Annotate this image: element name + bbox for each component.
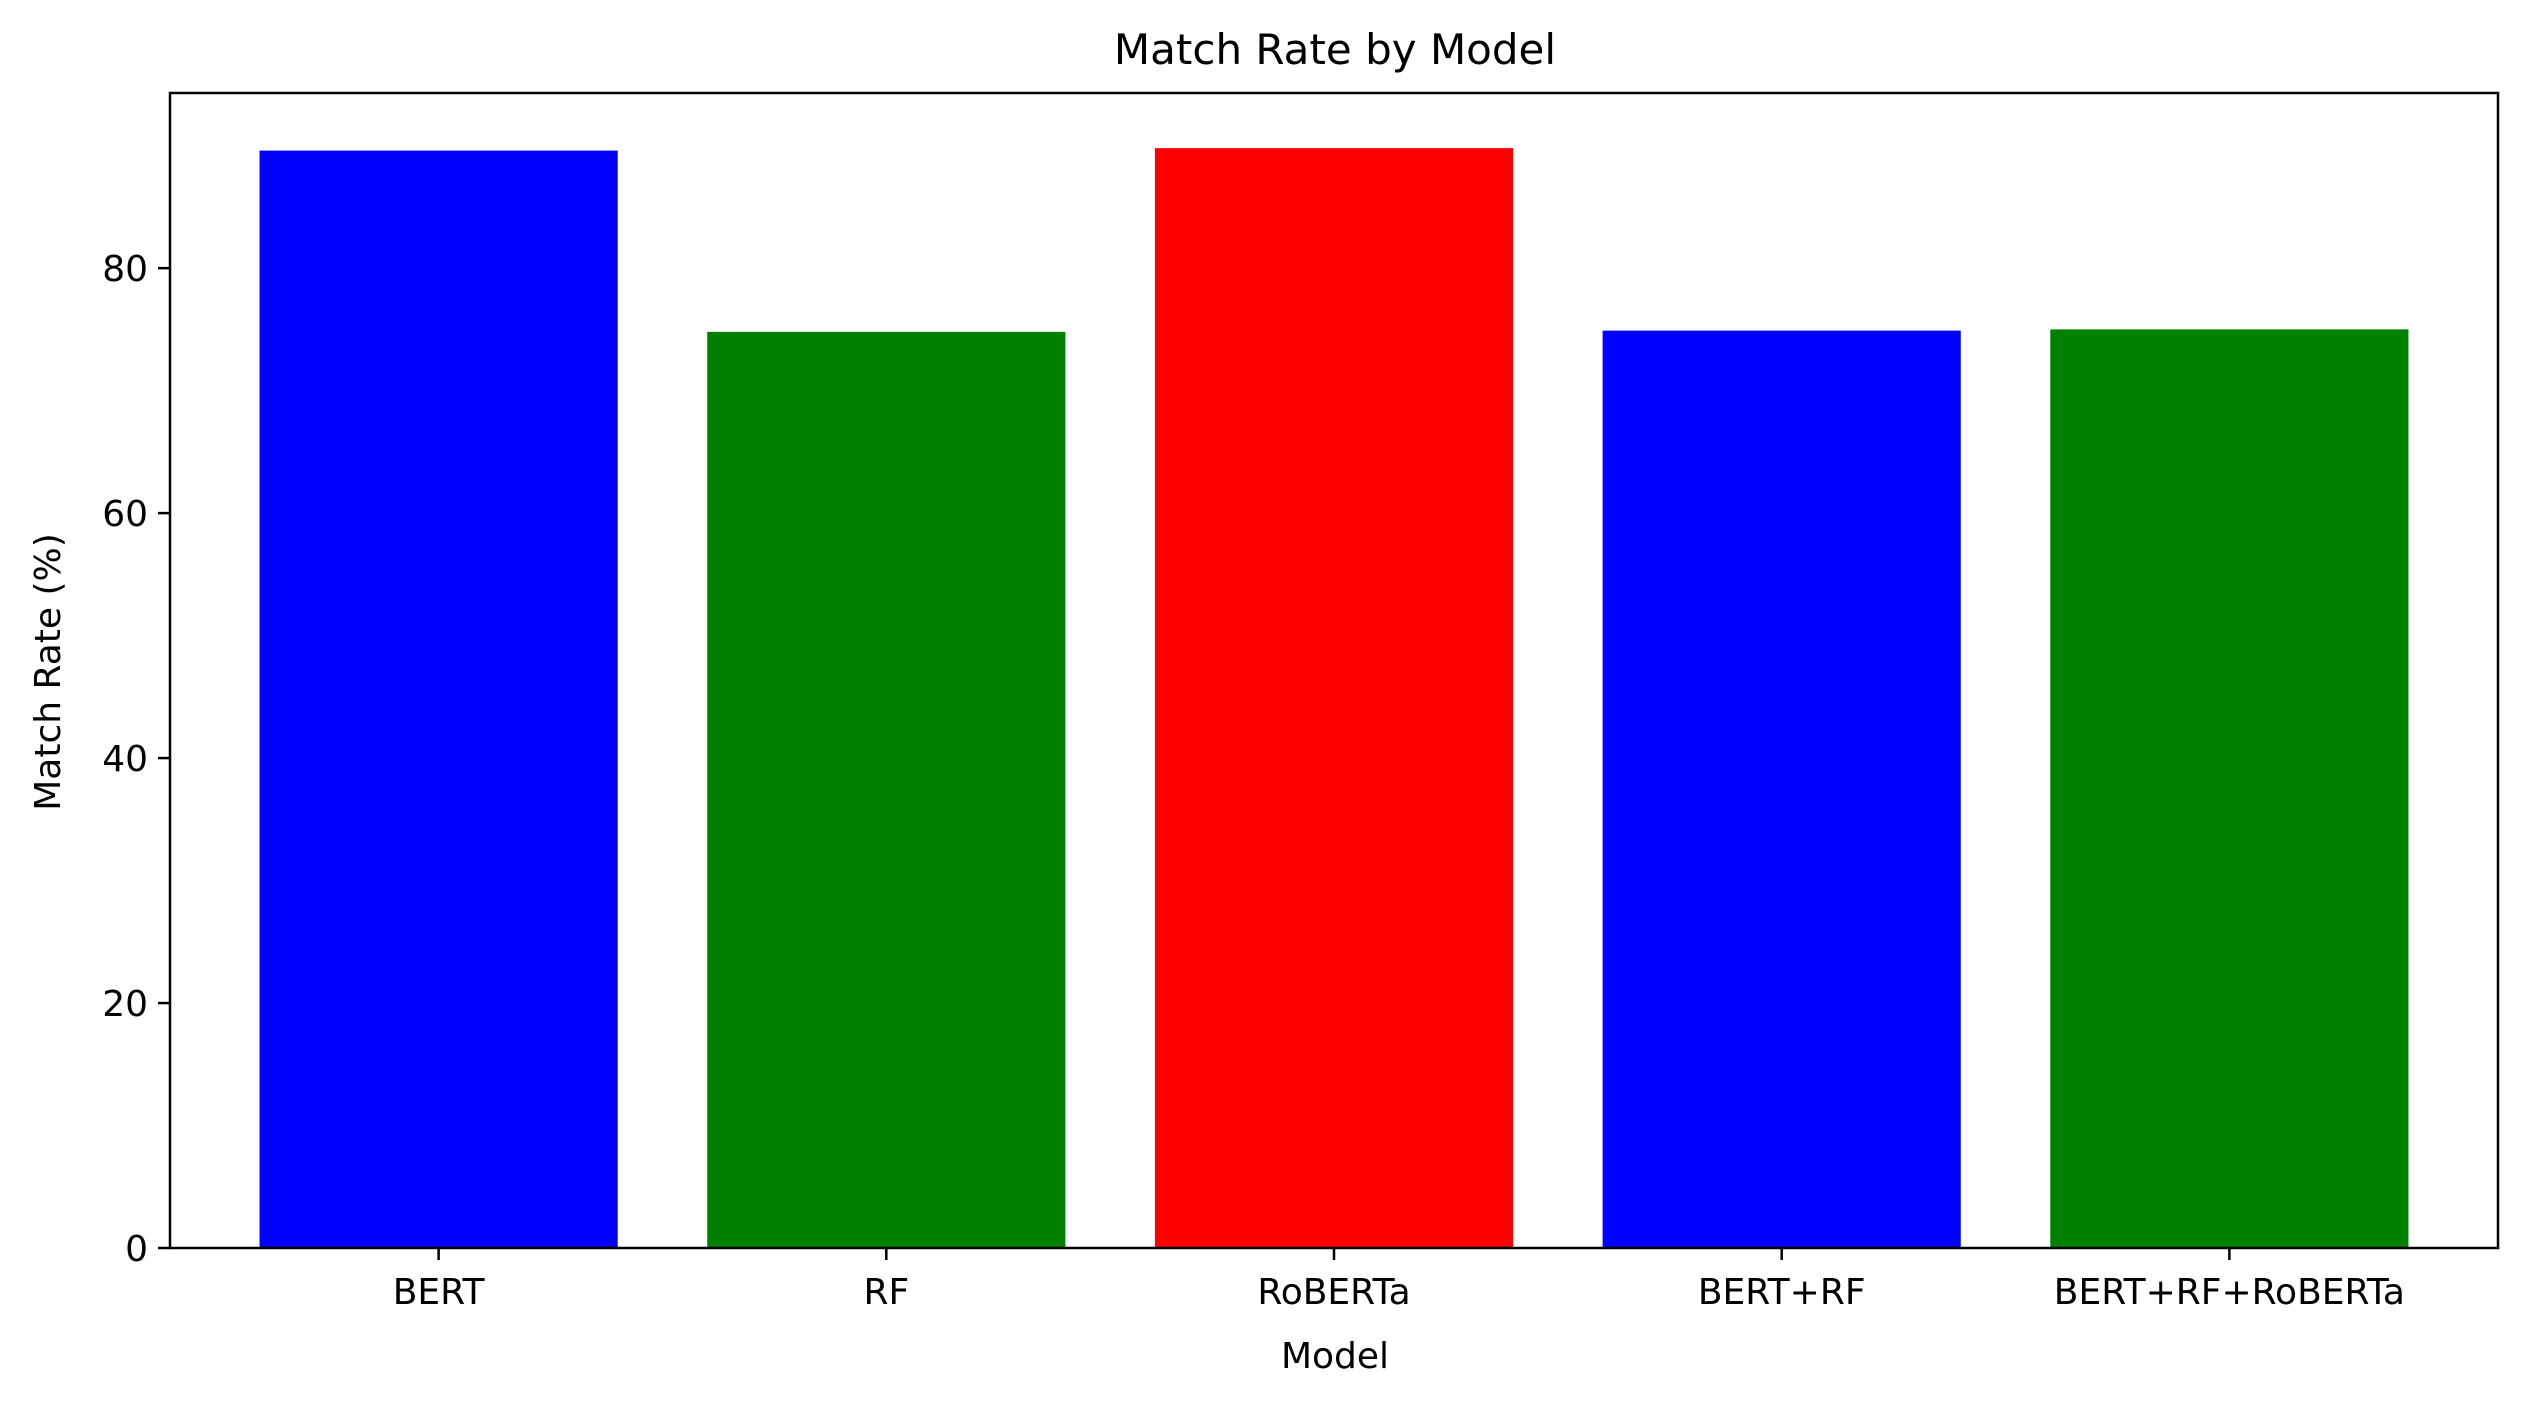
bars-layer [259,148,2409,1249]
plot-frame [168,91,2500,1250]
x-tick-label: RoBERTa [1257,1272,1410,1313]
chart-title: Match Rate by Model [1114,25,1556,74]
bar-roberta [1154,148,1514,1248]
bar-bert-rf [1602,330,1961,1248]
bar-bert [259,150,618,1248]
y-tick-label: 0 [125,1229,148,1270]
bar-bert-rf-roberta [2050,329,2409,1249]
y-axis-label: Match Rate (%) [28,533,69,811]
x-axis-label: Model [1281,1336,1389,1377]
x-tick-label: BERT [393,1272,486,1313]
x-tick-label: RF [863,1272,909,1313]
y-tick-label: 20 [102,984,148,1025]
x-tick-label: BERT+RF+RoBERTa [2054,1272,2405,1313]
x-tick-label: BERT+RF [1698,1272,1866,1313]
y-tick-label: 60 [102,494,148,535]
x-axis-ticks: BERT RF RoBERTa BERT+RF BERT+RF+RoBERTa [393,1248,2405,1313]
bar-rf [707,331,1066,1248]
y-tick-label: 40 [102,739,148,780]
y-axis-ticks: 0 20 40 60 80 [102,249,170,1270]
y-tick-label: 80 [102,249,148,290]
